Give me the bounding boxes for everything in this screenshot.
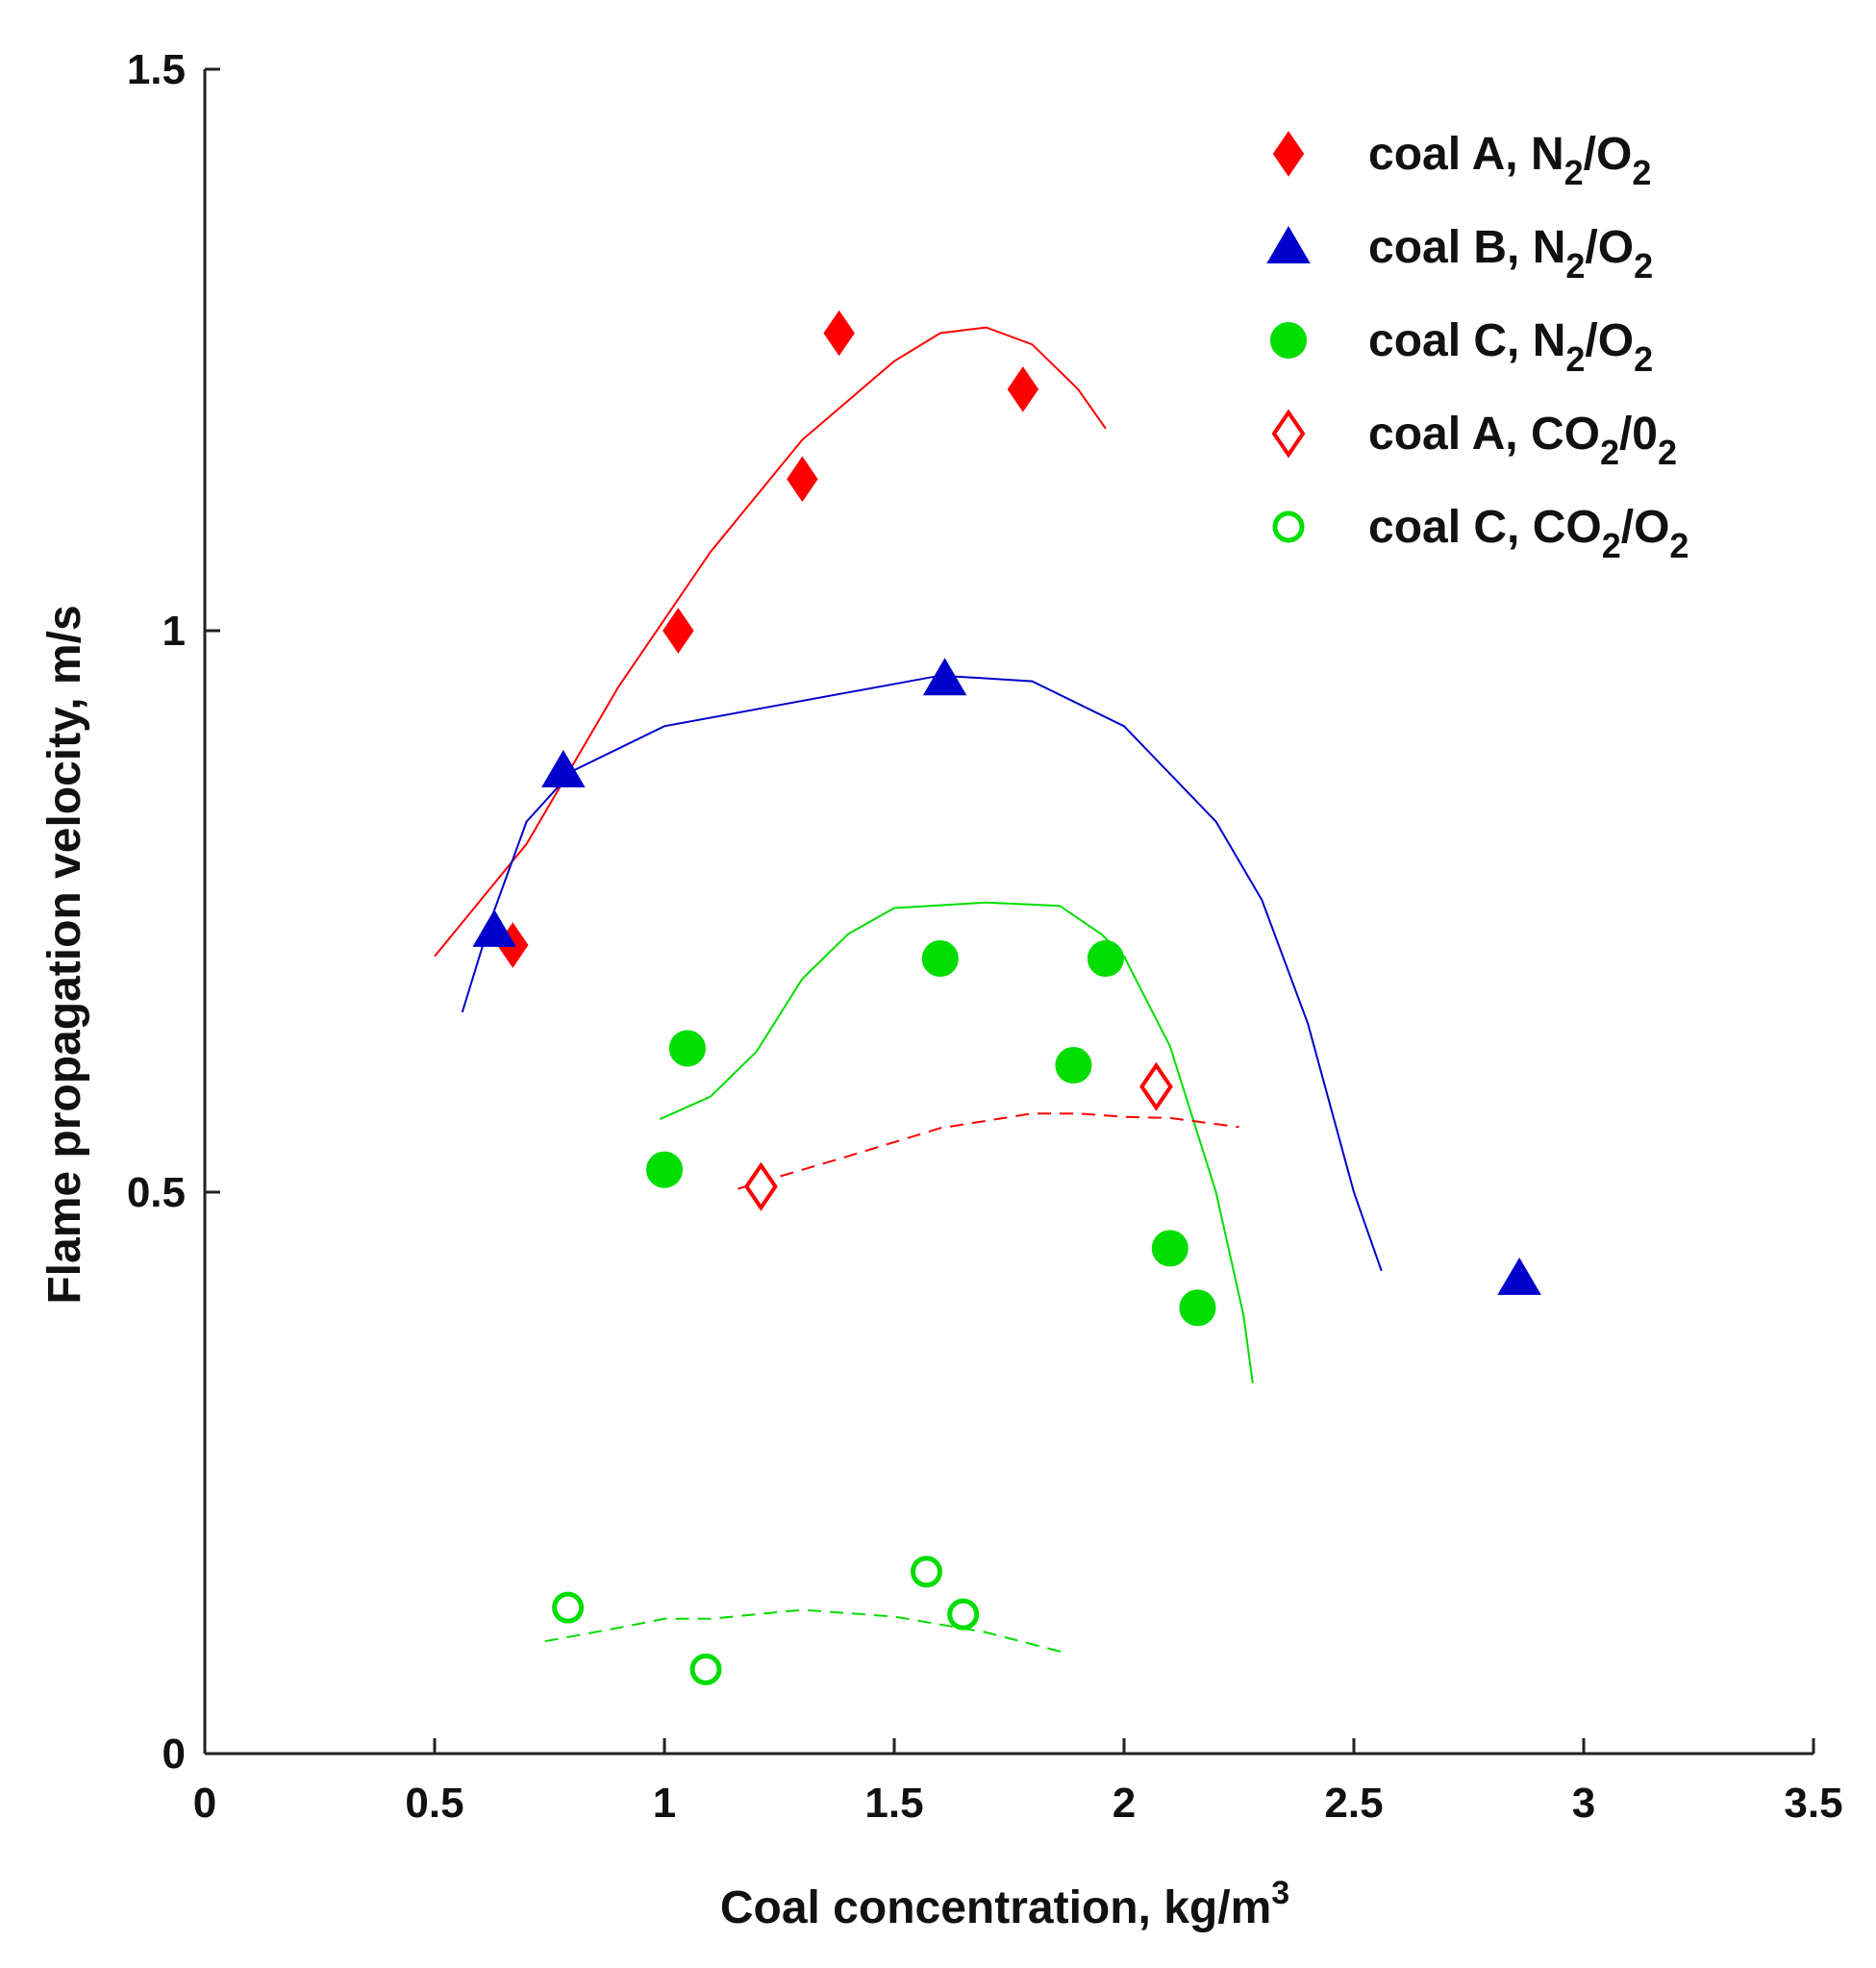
legend-text-part: /O [1584,129,1633,180]
legend-subscript: 2 [1565,246,1585,286]
data-point-series-3 [646,1151,683,1188]
fit-line-series-1 [434,326,1107,958]
data-point-series-5 [552,1591,585,1624]
y-tick-label: 0 [163,1731,186,1778]
legend-subscript: 2 [1634,339,1653,379]
legend-text-part: coal C, CO [1368,502,1602,553]
y-tick-label: 0.5 [127,1169,186,1216]
x-tick-label: 3 [1572,1780,1595,1827]
data-point-series-3 [1151,1230,1188,1267]
legend-text-part: coal A, CO [1368,409,1600,460]
legend-subscript: 2 [1669,526,1688,565]
legend-text-part: /O [1585,222,1634,273]
legend-subscript: 2 [1600,433,1619,472]
legend-label-5: coal C, CO2/O2 [1368,502,1688,565]
legend-text-part: /0 [1619,409,1658,460]
legend-marker-4 [1271,409,1306,459]
legend-subscript: 2 [1658,433,1677,472]
fit-line-series-5 [544,1608,1065,1654]
data-point-series-1 [787,456,818,503]
data-point-series-4 [1139,1061,1173,1111]
y-tick-label: 1 [163,608,186,655]
legend-subscript: 2 [1565,339,1585,379]
fit-line-series-3 [659,901,1254,1383]
data-point-series-3 [1179,1289,1216,1327]
markers [472,310,1541,1685]
legend-text-part: coal B, N [1368,222,1565,273]
data-point-series-2 [922,658,967,696]
data-point-series-5 [910,1556,942,1588]
x-tick-label: 1.5 [864,1780,923,1827]
legend-subscript: 2 [1564,153,1584,192]
x-axis-title: Coal concentration, kg/m3 [720,1875,1289,1933]
legend-label-2: coal B, N2/O2 [1368,222,1653,286]
x-tick-label: 3.5 [1784,1780,1842,1827]
fit-line-series-4 [738,1112,1239,1190]
data-point-series-5 [689,1653,722,1685]
data-point-series-2 [541,750,586,787]
legend-subscript: 2 [1602,526,1621,565]
legend-subscript: 2 [1632,153,1651,192]
legend-text-part: /O [1585,315,1634,366]
data-point-series-3 [668,1030,706,1067]
data-point-series-2 [1497,1257,1541,1295]
legend-label-3: coal C, N2/O2 [1368,315,1653,379]
legend-marker-5 [1272,511,1305,543]
fit-lines [434,326,1383,1654]
x-tick-label: 1 [653,1780,676,1827]
data-point-series-3 [1055,1047,1092,1084]
data-point-series-4 [743,1161,778,1211]
data-point-series-1 [823,310,855,357]
x-tick-label: 0.5 [405,1780,463,1827]
legend-marker-2 [1266,226,1311,263]
data-point-series-5 [947,1598,980,1631]
legend-text-part: /O [1621,502,1670,553]
legend-subscript: 2 [1634,246,1653,286]
y-axis-title: Flame propagation velocity, m/s [39,605,90,1304]
axes: 0 0.5 1 1.5 2 2.5 3 3.5 0 0.5 1 1.5 [127,46,1843,1827]
legend-text-part: coal A, N [1368,129,1564,180]
fit-line-series-2 [461,674,1383,1272]
data-point-series-2 [472,909,516,947]
data-point-series-3 [1087,940,1124,978]
x-tick-label: 0 [193,1780,216,1827]
x-tick-label: 2.5 [1324,1780,1383,1827]
x-tick-label: 2 [1113,1780,1136,1827]
legend-marker-1 [1272,131,1305,177]
legend-label-1: coal A, N2/O2 [1368,129,1651,192]
data-point-series-1 [1007,366,1039,412]
y-tick-label: 1.5 [127,46,186,93]
legend-label-4: coal A, CO2/02 [1368,409,1677,472]
data-point-series-1 [663,608,694,654]
data-point-series-3 [921,940,959,978]
legend-text-part: coal C, N [1368,315,1565,366]
legend-marker-3 [1270,322,1307,359]
